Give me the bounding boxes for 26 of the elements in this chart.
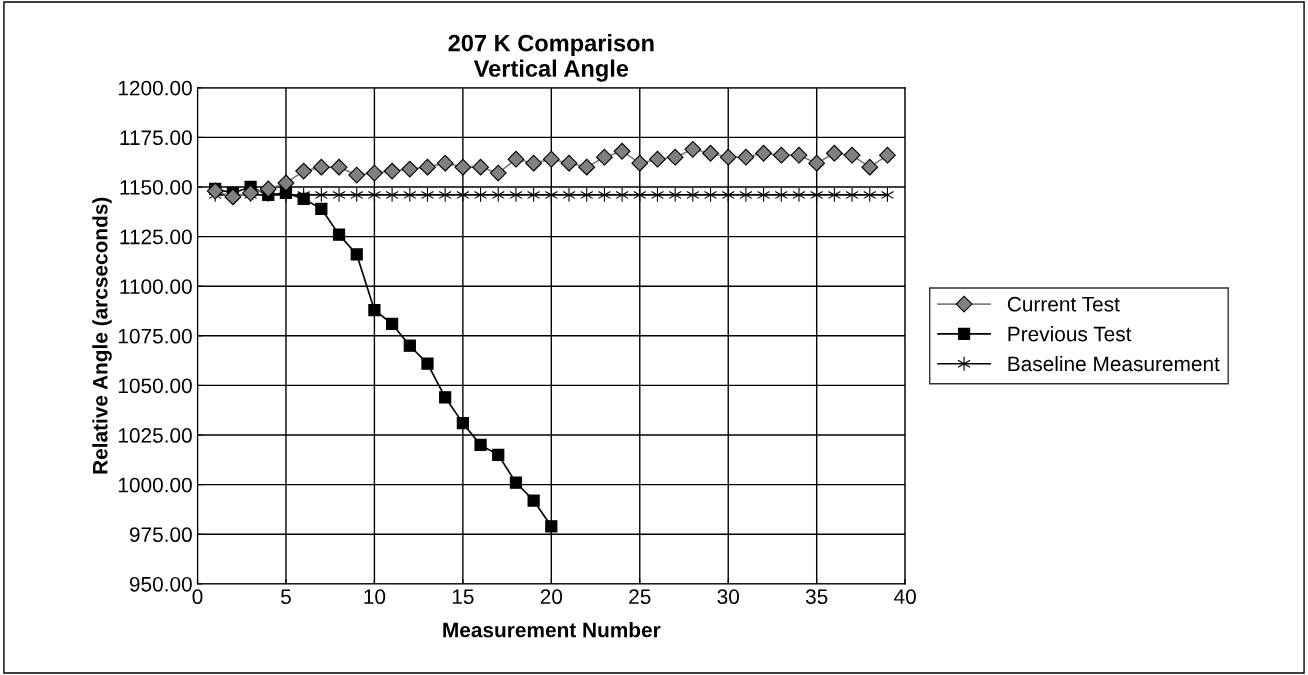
y-tick-label: 1100.00 [120,279,192,294]
y-tick-label: 1075.00 [118,328,192,344]
y-tick-label: 975.00 [129,527,192,543]
y-tick-label: 1200.00 [118,80,192,96]
x-axis-title: Measurement Number [443,622,661,638]
x-tick-label: 20 [540,589,563,605]
y-axis-title: Relative Angle (arcseconds) [92,197,112,474]
x-tick-label: 0 [192,589,203,605]
legend-label: Current Test [1007,296,1120,312]
y-tick-label: 950.00 [129,576,192,592]
x-tick-label: 10 [364,589,386,605]
y-tick-label: 1050.00 [118,378,192,394]
x-tick-label: 5 [281,589,291,605]
x-tick-label: 35 [805,589,828,605]
x-tick-label: 25 [629,589,651,605]
chart-title: 207 K Comparison Vertical Angle [448,34,654,82]
x-tick-label: 30 [717,589,739,605]
y-tick-label: 1125.00 [120,229,192,245]
y-tick-label: 1150.00 [120,179,192,195]
y-tick-label: 1000.00 [118,477,192,493]
y-tick-label: 1025.00 [118,428,192,443]
x-tick-label: 40 [894,589,916,605]
legend-label: Previous Test [1008,326,1132,342]
legend-label: Baseline Measurement [1008,355,1220,372]
y-tick-label: 1175.00 [120,130,192,146]
x-tick-label: 15 [452,589,474,605]
